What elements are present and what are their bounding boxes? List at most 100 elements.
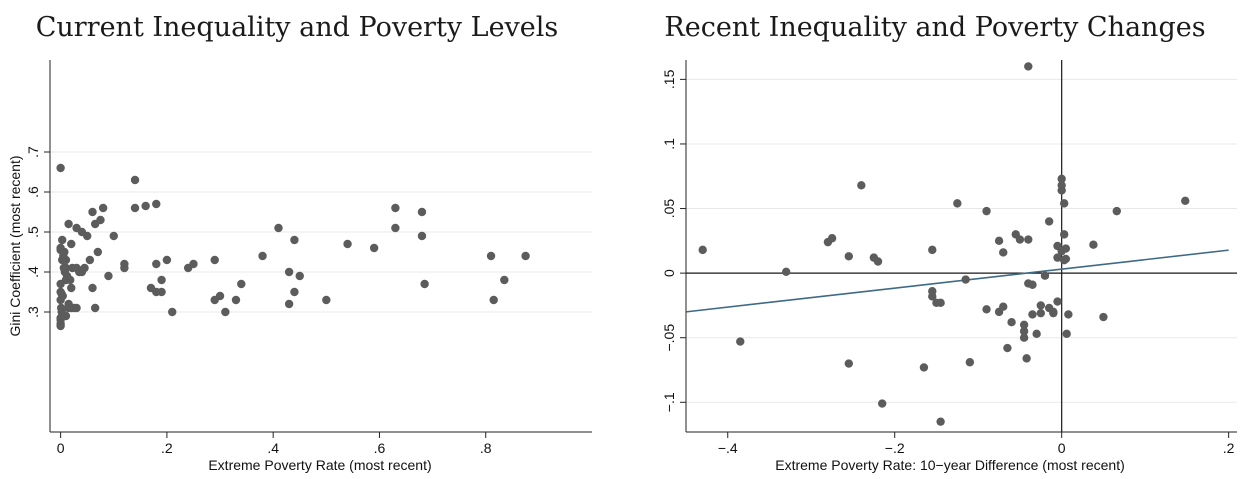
right-data-point <box>781 267 791 277</box>
left-data-point <box>221 307 230 317</box>
left-data-point <box>417 207 427 217</box>
right-data-point <box>1099 312 1108 322</box>
right-data-point <box>936 417 945 426</box>
right-data-point <box>1089 240 1098 249</box>
right-data-point <box>1049 308 1058 318</box>
left-data-point <box>489 295 498 305</box>
left-data-point <box>152 259 161 269</box>
left-data-point <box>58 235 67 245</box>
right-data-point <box>827 234 837 243</box>
left-data-point <box>67 239 76 249</box>
left-data-point <box>284 299 294 309</box>
right-data-point <box>994 236 1004 246</box>
right-data-point <box>1059 230 1069 239</box>
right-data-point <box>1024 235 1033 244</box>
right-data-point <box>1061 244 1071 253</box>
right-y-tick-label-0: −.1 <box>661 392 677 412</box>
left-data-point <box>420 279 429 289</box>
right-data-point <box>1057 174 1066 184</box>
right-x-tick-label-1: −.2 <box>885 440 905 456</box>
left-x-tick-label-0: 0 <box>57 440 65 456</box>
right-data-point <box>873 257 883 266</box>
left-data-point <box>215 291 225 301</box>
left-data-point <box>290 287 299 297</box>
left-data-point <box>157 275 166 285</box>
left-data-point <box>88 207 97 217</box>
right-data-point <box>1053 297 1062 306</box>
right-data-point <box>1181 196 1190 205</box>
right-data-point <box>1032 329 1041 339</box>
right-data-point <box>1028 310 1037 319</box>
right-data-point <box>999 248 1008 257</box>
left-data-point <box>82 231 92 241</box>
right-y-tick-label-1: −.05 <box>661 324 677 352</box>
left-data-point <box>93 247 103 257</box>
left-data-point <box>189 259 198 269</box>
right-data-point <box>698 245 707 255</box>
right-data-point <box>1064 310 1073 319</box>
right-data-point <box>1015 235 1025 244</box>
left-x-tick-label-2: .4 <box>267 440 279 456</box>
left-data-point <box>152 287 161 297</box>
left-data-point <box>417 231 427 241</box>
right-chart-panel: Recent Inequality and Poverty Changes Ex… <box>661 12 1237 473</box>
left-data-point <box>295 271 304 281</box>
left-data-point <box>67 283 76 293</box>
left-data-point <box>90 303 100 313</box>
left-data-point <box>60 247 69 257</box>
left-data-point <box>231 295 241 305</box>
left-data-point <box>369 243 379 253</box>
right-data-point <box>999 302 1008 311</box>
right-data-point <box>1036 308 1046 318</box>
left-data-point <box>88 283 97 293</box>
right-data-point <box>1059 199 1069 208</box>
right-x-axis-label: Extreme Poverty Rate: 10−year Difference… <box>775 457 1125 473</box>
right-data-point <box>1028 280 1037 289</box>
left-data-point <box>109 231 118 241</box>
right-data-point <box>736 337 745 346</box>
left-data-point <box>61 263 71 273</box>
left-data-point <box>391 203 400 213</box>
left-data-point <box>168 307 177 317</box>
right-data-point <box>877 399 887 408</box>
left-y-axis-label: Gini Coefficient (most recent) <box>7 155 23 336</box>
left-data-point <box>65 275 75 285</box>
left-data-point <box>521 251 530 261</box>
left-data-point <box>322 295 331 305</box>
left-chart-panel: Current Inequality and Poverty Levels Ex… <box>7 12 592 473</box>
right-data-point <box>928 292 937 301</box>
right-data-point <box>1019 333 1029 342</box>
left-data-point <box>486 251 496 261</box>
right-fit-line <box>685 249 1229 313</box>
left-y-tick-label-0: .3 <box>25 306 41 318</box>
left-data-point <box>72 303 81 313</box>
left-data-point <box>152 199 161 209</box>
left-data-point <box>56 163 65 173</box>
left-data-point <box>130 175 140 185</box>
left-data-point <box>141 201 150 211</box>
left-data-point <box>56 321 65 331</box>
left-data-point <box>64 219 73 229</box>
right-y-tick-label-4: .1 <box>661 138 677 150</box>
left-data-point <box>61 311 71 321</box>
right-data-point <box>1003 343 1012 353</box>
left-x-axis-label: Extreme Poverty Rate (most recent) <box>208 457 431 473</box>
right-data-point <box>857 181 866 190</box>
left-data-point <box>56 295 65 305</box>
right-data-point <box>936 298 945 308</box>
right-x-tick-label-3: .2 <box>1223 440 1235 456</box>
left-data-point <box>56 279 65 289</box>
right-data-point <box>982 305 991 314</box>
left-data-point <box>284 267 294 277</box>
left-y-tick-label-3: .6 <box>25 186 41 198</box>
left-y-tick-label-2: .5 <box>25 226 41 238</box>
left-x-tick-label-4: .8 <box>480 440 492 456</box>
left-data-point <box>77 267 87 277</box>
left-data-point <box>64 299 73 309</box>
left-chart-title: Current Inequality and Poverty Levels <box>36 12 559 43</box>
left-data-point <box>120 263 129 273</box>
right-data-point <box>919 363 929 372</box>
right-y-tick-label-3: .05 <box>661 199 677 219</box>
left-data-point <box>258 251 267 261</box>
